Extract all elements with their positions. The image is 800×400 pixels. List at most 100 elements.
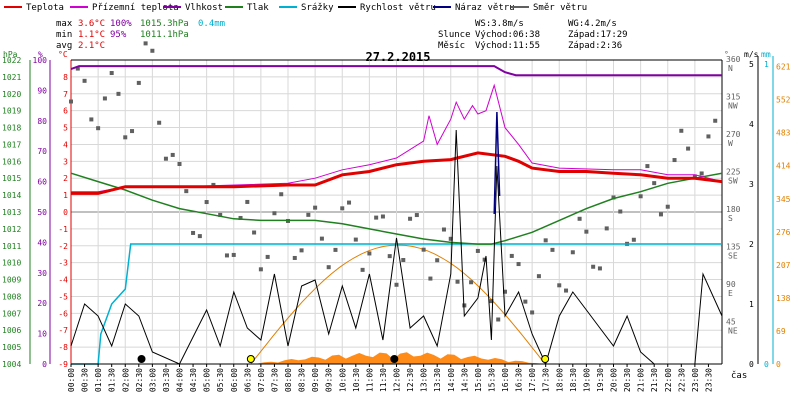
wind-direction-mark <box>136 80 141 85</box>
humidity-series <box>70 65 722 77</box>
moonset-marker <box>137 355 146 363</box>
direction-tick-label: 225 <box>726 168 741 177</box>
x-tick-label: 05:00 <box>203 368 212 392</box>
wind-direction-mark <box>706 134 711 139</box>
x-tick-label: 18:00 <box>555 368 564 392</box>
wind-direction-mark <box>272 211 277 216</box>
wind-direction-mark <box>455 279 460 284</box>
humidity-unit: % <box>38 50 43 59</box>
wind-direction-mark <box>360 267 365 272</box>
wind-tick-label: 2 <box>749 240 754 249</box>
x-tick-label: 07:30 <box>270 368 279 392</box>
temp-tick-label: -3 <box>58 259 68 268</box>
legend-label: Tlak <box>247 3 269 13</box>
wind-direction-mark <box>319 236 324 241</box>
wind-direction-mark <box>340 206 345 211</box>
pressure-tick-label: 1005 <box>2 343 21 352</box>
wind-direction-mark <box>387 254 392 259</box>
stats-min-press: 1011.1hPa <box>140 30 189 40</box>
wind-direction-mark <box>679 128 684 133</box>
wind-direction-mark <box>238 215 243 220</box>
temp-tick-label: 2 <box>63 174 68 183</box>
x-tick-label: 08:30 <box>298 368 307 392</box>
wind-direction-mark <box>184 189 189 194</box>
wind-direction-mark <box>258 267 263 272</box>
wind-direction-mark <box>496 317 501 322</box>
wind-direction-mark <box>380 214 385 219</box>
sun-label: Slunce <box>438 30 471 40</box>
wind-direction-mark <box>231 252 236 257</box>
x-tick-label: 16:30 <box>515 368 524 392</box>
solar-tick-label: 483 <box>776 129 791 138</box>
wind-direction-mark <box>123 135 128 140</box>
legend: Teplota Přízemní teplota Vlhkost Tlak Srážky… <box>4 3 587 13</box>
wind-direction-mark <box>699 171 704 176</box>
solar-tick-label: 69 <box>776 327 786 336</box>
x-tick-label: 15:30 <box>487 368 496 392</box>
direction-tick-dir: W <box>728 139 733 148</box>
solar-tick-label: 414 <box>776 162 791 171</box>
wind-direction-mark <box>353 237 358 242</box>
ground-temp-series <box>71 83 723 193</box>
pressure-tick-label: 1020 <box>2 90 21 99</box>
humidity-tick-label: 50 <box>37 208 47 217</box>
wind-tick-label: 4 <box>749 120 754 129</box>
wind-direction-mark <box>713 118 718 123</box>
x-tick-label: 14:30 <box>460 368 469 392</box>
wind-direction-mark <box>475 248 480 253</box>
temp-tick-label: 0 <box>63 208 68 217</box>
wind-tick-label: 0 <box>749 360 754 369</box>
wind-direction-mark <box>618 209 623 214</box>
solar-tick-label: 345 <box>776 195 791 204</box>
wind-direction-mark <box>394 282 399 287</box>
sunset-info: Západ:17:29 <box>568 30 628 40</box>
stats-min-hum: 95% <box>110 30 127 40</box>
x-tick-label: 10:00 <box>338 368 347 392</box>
temp-tick-label: -2 <box>58 242 68 251</box>
wind-direction-mark <box>631 237 636 242</box>
rain-tick-label: 1 <box>764 60 769 69</box>
x-tick-label: 15:00 <box>474 368 483 392</box>
wind-direction-mark <box>218 212 223 217</box>
x-tick-label: 00:00 <box>67 368 76 392</box>
wind-direction-mark <box>197 234 202 239</box>
wind-direction-mark <box>489 299 494 304</box>
wind-unit: m/s <box>744 50 759 59</box>
wind-direction-mark <box>224 253 229 258</box>
direction-tick-dir: E <box>728 289 733 298</box>
temp-tick-label: -7 <box>58 326 68 335</box>
direction-tick-dir: NE <box>728 327 738 336</box>
wind-direction-mark <box>604 226 609 231</box>
wind-direction-mark <box>306 212 311 217</box>
plot-area <box>69 41 723 366</box>
wind-direction-mark <box>658 212 663 217</box>
wind-direction-mark <box>109 71 114 76</box>
humidity-tick-label: 40 <box>37 238 47 247</box>
wind-direction-mark <box>299 248 304 253</box>
direction-tick-dir: SE <box>728 252 738 261</box>
wind-direction-mark <box>523 299 528 304</box>
x-tick-label: 19:30 <box>596 368 605 392</box>
wind-direction-mark <box>557 283 562 288</box>
moonrise-marker <box>390 355 399 363</box>
x-tick-label: 04:30 <box>189 368 198 392</box>
wind-direction-mark <box>292 255 297 260</box>
wind-direction-mark <box>672 158 677 163</box>
x-axis: 00:00 00:30 01:00 01:30 02:00 02:30 03:00 03:30… <box>67 363 722 392</box>
temperature-unit: °C <box>58 50 68 59</box>
temp-tick-label: -4 <box>58 276 68 285</box>
wind-direction-mark <box>577 216 582 221</box>
temp-tick-label: 8 <box>63 73 68 82</box>
humidity-tick-label: 90 <box>37 86 47 95</box>
direction-tick-dir: NW <box>728 102 738 111</box>
wind-speed-series <box>70 129 723 366</box>
x-tick-label: 19:00 <box>582 368 591 392</box>
wind-direction-mark <box>611 195 616 200</box>
wind-direction-mark <box>543 238 548 243</box>
pressure-tick-label: 1011 <box>2 242 21 251</box>
moonrise-info: Východ:11:55 <box>475 41 540 51</box>
wind-direction-mark <box>367 251 372 256</box>
axes: -9-8-7-6-5-4-3-2-10123456781004100510061… <box>2 50 791 369</box>
x-tick-label: 08:00 <box>284 368 293 392</box>
moon-label: Měsíc <box>438 41 465 51</box>
